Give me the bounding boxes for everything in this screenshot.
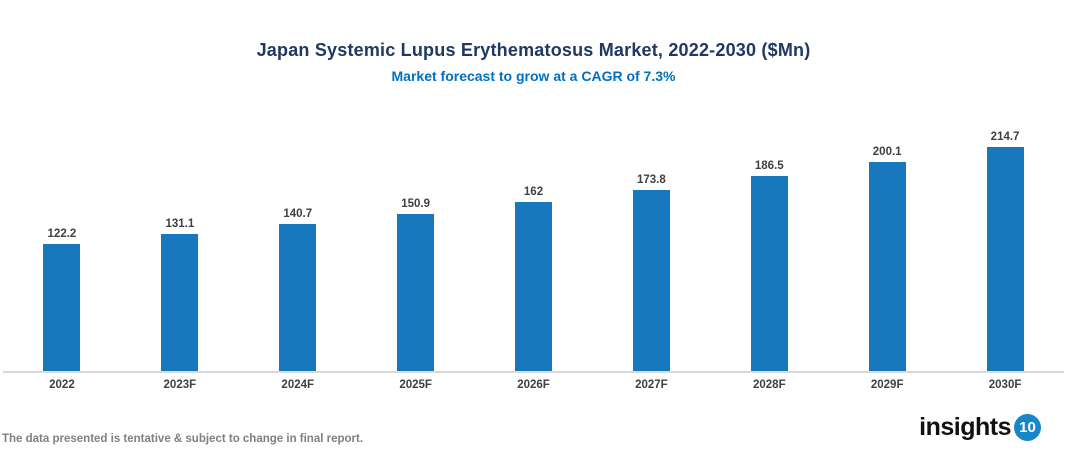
bar [397,213,435,371]
footer-disclaimer: The data presented is tentative & subjec… [2,433,364,445]
bar [632,189,670,371]
bar-group: 200.1 [828,124,946,371]
chart-subtitle: Market forecast to grow at a CAGR of 7.3… [391,68,676,84]
bar-value-label: 122.2 [47,227,77,240]
logo-wordmark: insights [919,413,1011,441]
bar [515,202,552,371]
chart-title: Japan Systemic Lupus Erythematosus Marke… [256,40,811,60]
bar-group: 214.7 [946,124,1064,371]
bar-value-label: 173.8 [637,173,666,186]
x-axis-label: 2022 [49,379,75,391]
bar-value-label: 140.7 [283,208,313,221]
x-axis-label: 2025F [399,379,432,391]
bar [750,176,788,371]
x-axis-line [3,371,1064,373]
insights10-logo: insights 10 [919,413,1041,442]
bar-group: 131.1 [121,124,239,371]
bar-group: 140.7 [239,124,357,371]
bar [868,162,906,371]
bar-group: 150.9 [357,124,475,371]
bar-value-label: 162 [523,186,544,198]
bar [43,243,81,371]
bar-chart: 122.2 131.1 140.7 150.9 162 173.8 186.5 200.1 21… [3,124,1064,371]
bars-row: 122.2 131.1 140.7 150.9 162 173.8 186.5 200.1 21… [3,124,1064,371]
bar [986,147,1024,371]
x-axis-label: 2028F [752,379,786,391]
x-axis-label: 2030F [988,379,1022,391]
bar-value-label: 150.9 [401,197,430,210]
bar [161,234,199,371]
x-axis-label: 2029F [870,379,904,391]
bar [279,224,317,371]
bar-value-label: 186.5 [754,160,784,173]
bar-value-label: 214.7 [990,131,1020,143]
x-axis-label: 2027F [635,379,668,391]
x-axis-label: 2026F [517,379,550,391]
x-axis-label: 2024F [281,379,315,391]
bar-group: 186.5 [710,124,828,371]
bar-group: 162 [475,124,593,371]
bar-value-label: 131.1 [165,218,195,231]
x-axis-label: 2023F [163,379,197,391]
bar-value-label: 200.1 [872,146,902,159]
bar-group: 122.2 [3,124,121,371]
bar-group: 173.8 [592,124,710,371]
logo-badge-icon: 10 [1014,414,1041,441]
chart-header: Japan Systemic Lupus Erythematosus Marke… [0,0,1067,84]
x-axis-labels: 2022 2023F 2024F 2025F 2026F 2027F 2028F 2029F 2… [3,373,1064,391]
